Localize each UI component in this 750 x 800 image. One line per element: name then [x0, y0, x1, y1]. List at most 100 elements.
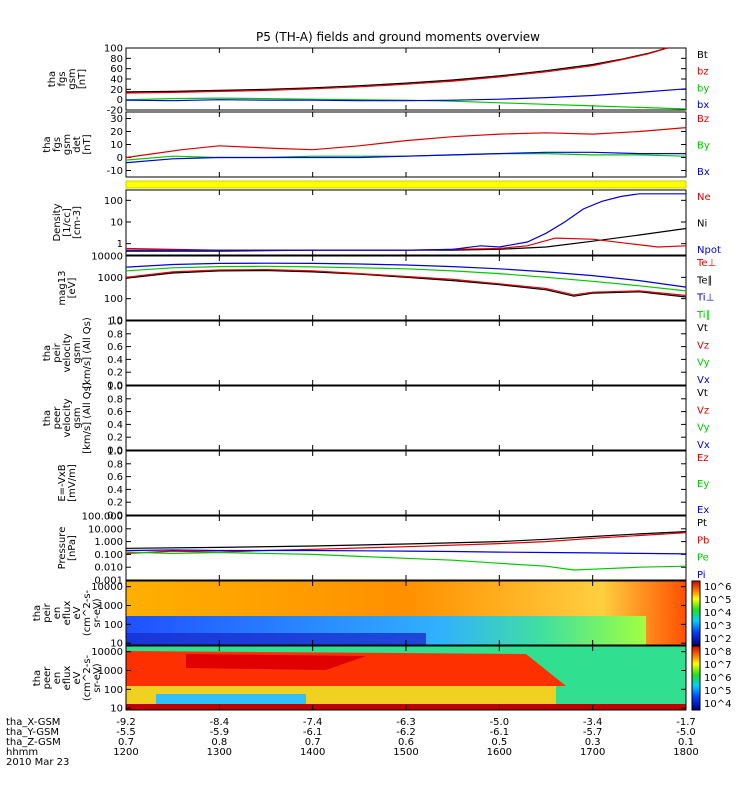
y-axis-label: Density — [52, 203, 63, 241]
legend-vz: Vz — [697, 405, 709, 416]
y-axis-label: fgs — [52, 137, 63, 152]
y-axis-label: det — [72, 136, 83, 153]
legend-by: By — [697, 141, 710, 152]
y-tick-label: 0.100 — [94, 550, 123, 561]
panel-efield: 1.00.8 0.6 0.4 0.2 0.0 E=-VxB [mV/m] Ez Ey Ex — [57, 447, 709, 522]
legend-ni: Ni — [697, 219, 707, 230]
y-tick-label: 10000 — [91, 582, 123, 593]
series-npot — [126, 193, 686, 251]
panel-frame — [125, 385, 687, 451]
panel-frame — [125, 189, 687, 256]
y-tick-label: 0 — [117, 153, 123, 164]
y-axis-label: sr-eV) — [92, 598, 103, 627]
y-axis-label: velocity — [62, 398, 73, 437]
y-axis-label: [nT] — [82, 134, 93, 154]
y-tick-label: 1.000 — [94, 537, 123, 548]
x-tick-label: 1600 — [487, 747, 512, 758]
legend-pt: Pt — [697, 518, 707, 529]
y-axis-label: [1/cc] — [62, 208, 73, 237]
legend-bz: Bz — [697, 114, 709, 125]
y-axis-label: en — [52, 607, 63, 620]
y-tick-label: -20 — [107, 106, 123, 117]
legend-vy: Vy — [697, 358, 710, 369]
legend-ti: Ti⊥ — [696, 293, 714, 304]
y-tick-label: 1.0 — [107, 317, 123, 328]
y-axis-label: tha — [32, 670, 43, 686]
x-tick-label: 1800 — [673, 747, 698, 758]
y-tick-label: 1 — [117, 239, 123, 250]
panel-frame — [125, 450, 687, 516]
chart-title: P5 (TH-A) fields and ground moments over… — [256, 30, 540, 44]
y-tick-label: 40 — [110, 75, 123, 86]
y-axis-label: [cm-3] — [72, 206, 83, 239]
ephem-value: 0.6 — [398, 737, 414, 748]
y-tick-label: 0.2 — [107, 498, 123, 509]
y-tick-label: 100 — [104, 44, 123, 55]
legend-pi: Pi — [697, 570, 706, 581]
series-by-det — [125, 153, 687, 161]
y-axis-label: eflux — [62, 601, 73, 626]
y-tick-label: 100 — [104, 620, 123, 631]
legend-npot: Npot — [697, 245, 721, 256]
ephem-value: -5.9 — [210, 727, 230, 738]
series-te-par — [125, 269, 687, 298]
ephem-value: 0.3 — [585, 737, 601, 748]
legend-vz: Vz — [697, 340, 709, 351]
y-tick-label: 0.8 — [107, 329, 123, 340]
y-axis-label: tha — [32, 605, 43, 621]
legend-pb: Pb — [697, 535, 709, 546]
ephem-row-label: tha_X-GSM — [6, 717, 60, 728]
panel-frame — [125, 111, 687, 178]
legend-ez: Ez — [697, 453, 709, 464]
ephem-row-label: tha_Z-GSM — [6, 737, 61, 748]
y-tick-label: 0.4 — [107, 355, 123, 366]
x-tick-label: 1700 — [580, 747, 605, 758]
legend-ne: Ne — [697, 192, 711, 203]
y-tick-label: 10 — [110, 218, 123, 229]
colorbar — [691, 645, 701, 711]
ion-spectrogram-noise-band — [126, 633, 426, 645]
colorbar-label: 10^8 — [704, 647, 731, 658]
y-tick-label: 30 — [110, 114, 123, 125]
series-ti-perp — [125, 262, 687, 288]
colorbar-label: 10^5 — [704, 595, 731, 606]
y-tick-label: 100.000 — [82, 512, 123, 523]
y-tick-label: 10 — [110, 639, 123, 650]
ephem-value: -6.2 — [396, 727, 416, 738]
y-axis-label: [nT] — [77, 69, 88, 89]
y-tick-label: 1000 — [98, 666, 123, 677]
panel-density: 100 10 1 Density [1/cc] [cm-3] Ne Ni Npot — [52, 189, 721, 256]
legend-ey: Ey — [697, 479, 709, 490]
y-tick-label: 0.010 — [94, 563, 123, 574]
legend-bt: Bt — [697, 50, 708, 61]
y-tick-label: 10 — [110, 140, 123, 151]
ephem-value: -5.0 — [676, 727, 696, 738]
y-tick-label: 100 — [104, 196, 123, 207]
y-tick-label: 1.0 — [107, 447, 123, 458]
y-axis-label: eflux — [62, 666, 73, 691]
y-tick-label: 20 — [110, 127, 123, 138]
y-tick-label: 0 — [117, 95, 123, 106]
ephem-value: -5.7 — [583, 727, 603, 738]
ephem-value: 0.7 — [305, 737, 321, 748]
x-tick-label: 1300 — [207, 747, 232, 758]
y-tick-label: 10 — [110, 316, 123, 327]
y-axis-label: peir — [52, 342, 63, 362]
y-tick-label: 20 — [110, 85, 123, 96]
legend-ti: Ti∥ — [696, 310, 711, 321]
y-axis-label: tha — [42, 136, 53, 152]
y-tick-label: 0.8 — [107, 459, 123, 470]
y-tick-label: 10000 — [91, 647, 123, 658]
ephem-value: -6.1 — [490, 727, 510, 738]
y-tick-label: 0.6 — [107, 407, 123, 418]
y-tick-label: 100 — [104, 294, 123, 305]
y-tick-label: 0.001 — [94, 576, 123, 587]
ephem-value: -7.4 — [303, 717, 323, 728]
ephem-value: -1.7 — [676, 717, 696, 728]
legend-vt: Vt — [697, 388, 708, 399]
y-tick-label: 100 — [104, 685, 123, 696]
series-pt — [125, 531, 687, 549]
y-axis-label: [nPa] — [67, 535, 78, 561]
y-axis-label: tha — [42, 345, 53, 361]
y-tick-label: 80 — [110, 54, 123, 65]
